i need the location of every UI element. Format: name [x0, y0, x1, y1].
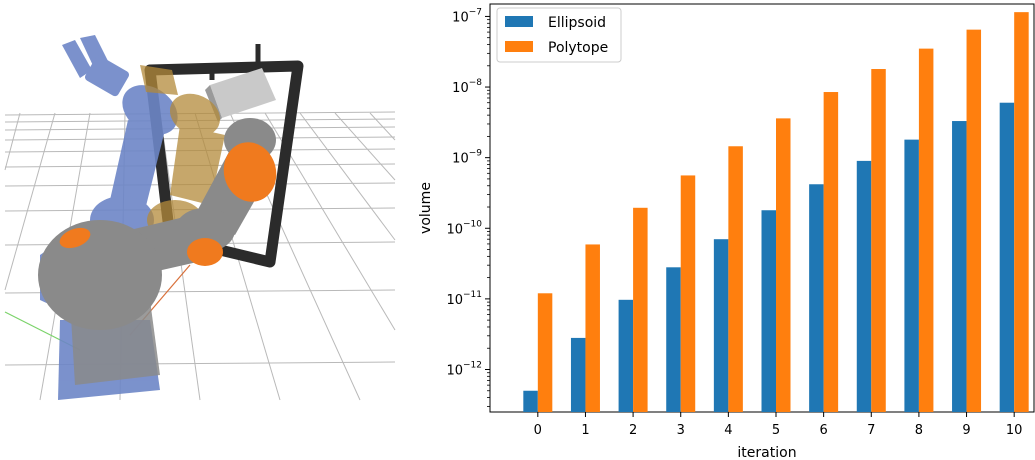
x-tick-label: 3 — [677, 423, 685, 438]
x-tick-label: 7 — [867, 423, 875, 438]
x-tick-label: 5 — [772, 423, 780, 438]
y-tick-label: 10−10 — [446, 219, 482, 237]
bar-ellipsoid-10 — [999, 102, 1015, 413]
volume-bar-chart: 10−12 10−11 10−10 10−9 10−8 10−7 0 1 2 3 4 5 6 7 8 9 10… — [418, 3, 1035, 460]
bar-ellipsoid-4 — [713, 239, 729, 412]
bars-group — [523, 12, 1029, 413]
orange-joints — [59, 142, 277, 266]
bar-ellipsoid-1 — [570, 337, 586, 412]
bar-polytope-9 — [966, 29, 982, 413]
y-axis-ticks: 10−12 10−11 10−10 10−9 10−8 10−7 — [446, 7, 490, 407]
bar-ellipsoid-5 — [761, 210, 776, 412]
bar-polytope-1 — [585, 244, 600, 412]
x-axis-ticks: 0 1 2 3 4 5 6 7 8 9 10 — [534, 412, 1023, 438]
bar-polytope-5 — [776, 118, 791, 413]
x-tick-label: 2 — [629, 423, 637, 438]
legend-swatch-ellipsoid — [505, 16, 533, 27]
x-tick-label: 0 — [534, 423, 542, 438]
y-axis-label: volume — [418, 182, 434, 234]
bar-polytope-6 — [823, 92, 839, 412]
x-tick-label: 1 — [581, 423, 589, 438]
bar-polytope-8 — [918, 48, 934, 412]
legend: Ellipsoid Polytope — [496, 7, 622, 63]
y-tick-label: 10−7 — [452, 7, 482, 25]
bar-polytope-7 — [871, 69, 886, 412]
bar-polytope-3 — [680, 175, 696, 412]
bar-polytope-2 — [633, 207, 648, 412]
bar-ellipsoid-3 — [666, 267, 681, 412]
y-tick-label: 10−9 — [452, 149, 482, 167]
legend-label-polytope: Polytope — [548, 40, 608, 56]
legend-swatch-polytope — [505, 41, 533, 52]
legend-label-ellipsoid: Ellipsoid — [548, 15, 606, 31]
bar-ellipsoid-2 — [618, 299, 634, 412]
y-tick-label: 10−11 — [446, 290, 482, 308]
y-tick-label: 10−8 — [452, 78, 482, 96]
bar-polytope-0 — [537, 293, 553, 412]
bar-ellipsoid-6 — [809, 184, 824, 412]
x-tick-label: 4 — [724, 423, 732, 438]
x-tick-label: 9 — [962, 423, 970, 438]
bar-ellipsoid-9 — [952, 121, 967, 412]
x-tick-label: 8 — [915, 423, 923, 438]
x-tick-label: 6 — [819, 423, 827, 438]
bar-ellipsoid-8 — [904, 139, 919, 412]
bar-polytope-4 — [728, 146, 743, 412]
x-tick-label: 10 — [1006, 423, 1023, 438]
y-tick-label: 10−12 — [446, 360, 482, 378]
bar-ellipsoid-7 — [856, 160, 872, 412]
robot-arm-render — [4, 35, 396, 401]
bar-ellipsoid-0 — [523, 390, 538, 412]
bar-polytope-10 — [1014, 12, 1029, 413]
x-axis-label: iteration — [737, 445, 796, 460]
frame — [144, 60, 304, 268]
